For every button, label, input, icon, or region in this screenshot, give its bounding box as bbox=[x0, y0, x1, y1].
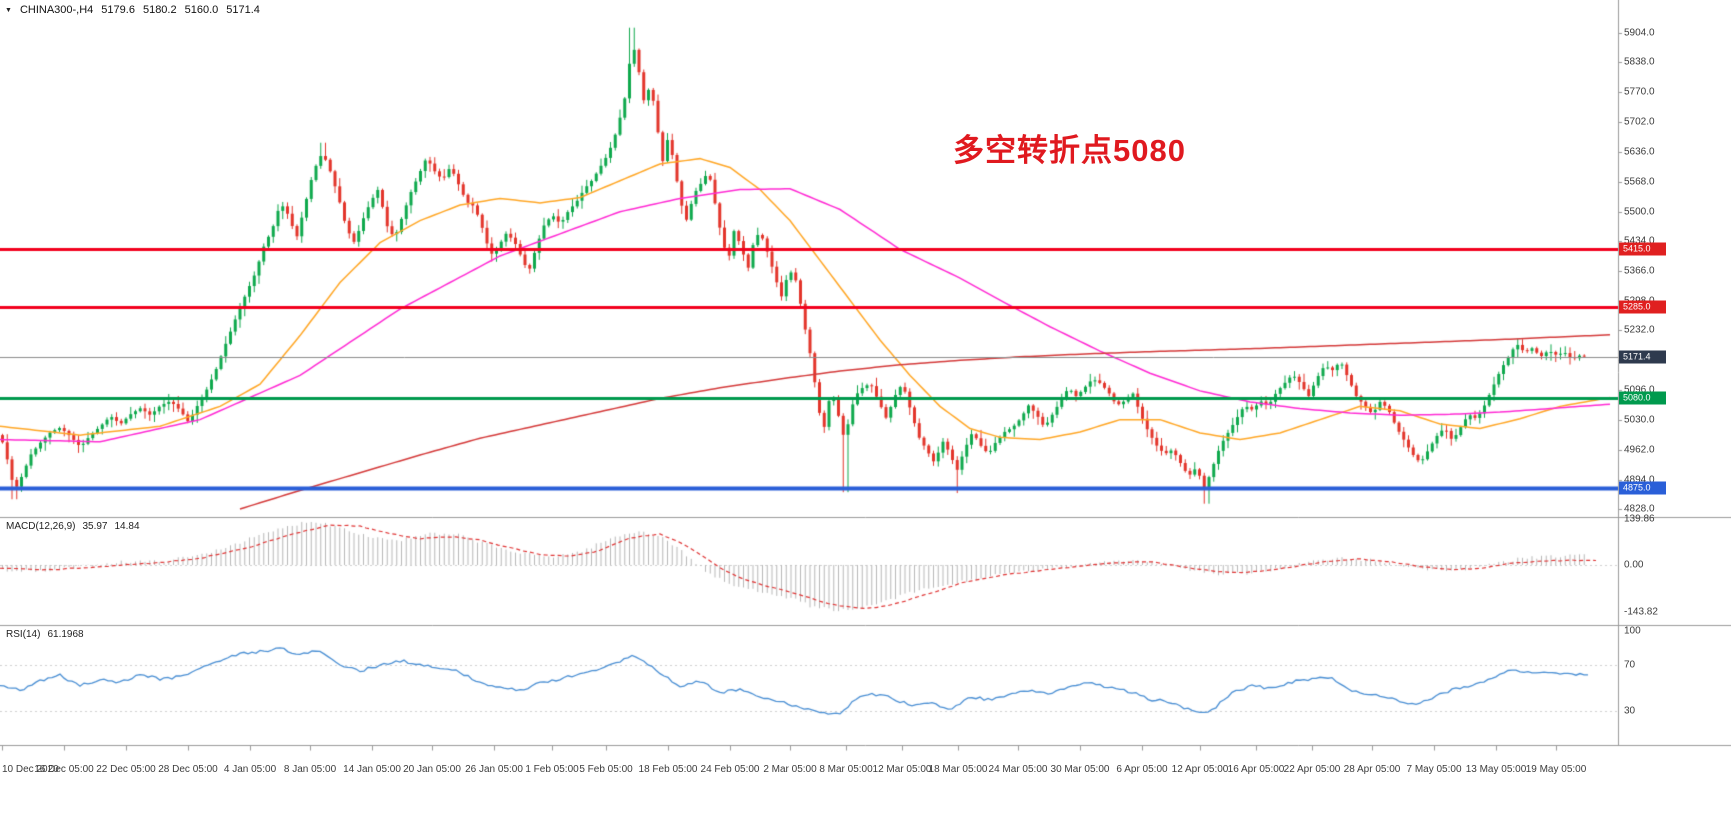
time-axis-label: 18 Feb 05:00 bbox=[638, 764, 698, 775]
time-axis-label: 8 Mar 05:00 bbox=[819, 764, 873, 775]
macd-axis-label: 139.86 bbox=[1624, 513, 1655, 525]
price-axis-label: 4962.0 bbox=[1624, 444, 1655, 456]
time-axis-label: 12 Mar 05:00 bbox=[872, 764, 932, 775]
time-axis-label: 6 Apr 05:00 bbox=[1116, 764, 1168, 775]
time-axis-label: 19 May 05:00 bbox=[1525, 764, 1587, 775]
time-axis-label: 18 Mar 05:00 bbox=[928, 764, 988, 775]
time-axis-label: 30 Mar 05:00 bbox=[1050, 764, 1110, 775]
price-axis-label: 5096.0 bbox=[1624, 385, 1655, 396]
time-axis-label: 28 Apr 05:00 bbox=[1343, 764, 1401, 775]
time-axis-label: 14 Jan 05:00 bbox=[343, 764, 401, 775]
price-axis-label: 5030.0 bbox=[1624, 414, 1655, 426]
time-axis-label: 16 Dec 05:00 bbox=[34, 764, 94, 775]
price-tag: 5415.0 bbox=[1619, 242, 1666, 256]
time-axis-label: 28 Dec 05:00 bbox=[158, 764, 218, 775]
time-axis-label: 20 Jan 05:00 bbox=[403, 764, 461, 775]
price-axis-label: 5770.0 bbox=[1624, 86, 1655, 98]
rsi-axis-label: 100 bbox=[1624, 625, 1641, 637]
price-axis-label: 5500.0 bbox=[1624, 206, 1655, 218]
time-axis-label: 7 May 05:00 bbox=[1406, 764, 1462, 775]
price-tag: 5285.0 bbox=[1619, 300, 1666, 314]
price-tag: 5080.0 bbox=[1619, 391, 1666, 405]
price-tag: 5171.4 bbox=[1619, 350, 1666, 364]
macd-axis-label: -143.82 bbox=[1624, 606, 1658, 618]
time-axis-label: 24 Mar 05:00 bbox=[988, 764, 1048, 775]
price-scale[interactable]: 5904.0 5838.0 5770.0 5702.0 5636.0 5568.0 5500… bbox=[1618, 0, 1731, 746]
price-axis-label: 4894.0 bbox=[1624, 474, 1655, 486]
price-axis-label: 5568.0 bbox=[1624, 176, 1655, 188]
price-axis-label: 5636.0 bbox=[1624, 146, 1655, 158]
price-axis-label: 5702.0 bbox=[1624, 116, 1655, 128]
time-axis-label: 22 Dec 05:00 bbox=[96, 764, 156, 775]
time-axis-label: 13 May 05:00 bbox=[1465, 764, 1527, 775]
rsi-axis-label: 30 bbox=[1624, 705, 1636, 717]
time-axis-label: 5 Feb 05:00 bbox=[579, 764, 633, 775]
time-axis-label: 1 Feb 05:00 bbox=[525, 764, 579, 775]
price-axis-label: 5434.0 bbox=[1624, 235, 1655, 247]
time-axis-label: 26 Jan 05:00 bbox=[465, 764, 523, 775]
time-axis-label: 4 Jan 05:00 bbox=[223, 764, 277, 775]
price-axis-label: 5366.0 bbox=[1624, 265, 1655, 277]
time-axis-label: 22 Apr 05:00 bbox=[1283, 764, 1341, 775]
price-axis-label: 5904.0 bbox=[1624, 27, 1655, 39]
time-axis-label: 12 Apr 05:00 bbox=[1171, 764, 1229, 775]
time-axis[interactable]: 10 Dec 2020 16 Dec 05:00 22 Dec 05:00 28 De… bbox=[0, 746, 1731, 786]
time-axis-label: 24 Feb 05:00 bbox=[700, 764, 760, 775]
time-axis-label: 10 Dec 2020 bbox=[2, 764, 59, 775]
time-axis-label: 16 Apr 05:00 bbox=[1227, 764, 1285, 775]
price-tag: 4875.0 bbox=[1619, 481, 1666, 495]
macd-axis-label: 0.00 bbox=[1624, 559, 1644, 571]
rsi-axis-label: 70 bbox=[1624, 659, 1636, 671]
price-axis-label: 5232.0 bbox=[1624, 324, 1655, 336]
time-axis-label: 2 Mar 05:00 bbox=[763, 764, 817, 775]
price-axis-label: 4828.0 bbox=[1624, 503, 1655, 515]
time-axis-label: 8 Jan 05:00 bbox=[283, 764, 337, 775]
price-axis-label: 5838.0 bbox=[1624, 56, 1655, 68]
